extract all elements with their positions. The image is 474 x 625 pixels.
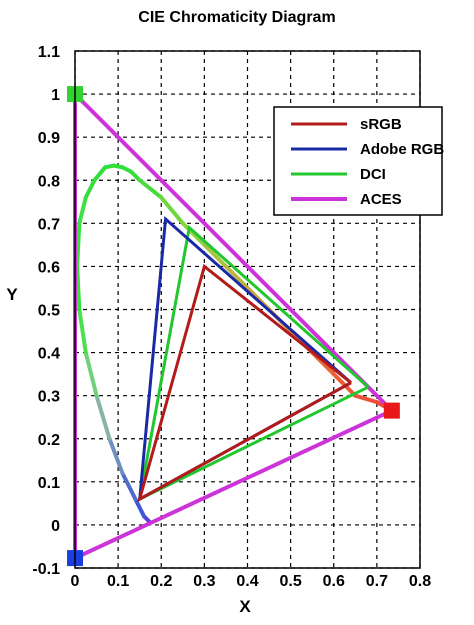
spectral-locus-segment	[129, 169, 142, 183]
y-tick-label: 1.1	[38, 44, 60, 61]
x-tick-label: 0.3	[193, 573, 215, 590]
legend-label: sRGB	[360, 116, 402, 133]
spectral-locus-segment	[83, 350, 99, 398]
x-tick-label: 0.5	[280, 573, 302, 590]
legend-label: ACES	[360, 191, 402, 208]
y-tick-label: 0.1	[38, 475, 60, 492]
spectral-locus-segment	[107, 436, 125, 476]
spectral-locus-segment	[180, 221, 207, 247]
spectral-locus-segment	[77, 307, 88, 355]
y-tick-label: 0	[51, 518, 60, 535]
spectral-locus-segment	[75, 221, 82, 269]
spectral-locus-segment	[159, 195, 185, 226]
x-tick-label: 0.7	[366, 573, 388, 590]
x-tick-label: 0.2	[150, 573, 172, 590]
spectral-locus-segment	[223, 264, 250, 290]
legend-label: Adobe RGB	[360, 141, 444, 158]
y-tick-label: 1	[51, 87, 60, 104]
x-tick-label: 0.4	[236, 573, 258, 590]
spectral-locus-segment	[94, 393, 112, 441]
plot-border	[74, 50, 421, 569]
series-srgb	[137, 263, 352, 503]
series-dci	[137, 224, 370, 502]
x-tick-label: 0	[71, 573, 80, 590]
y-tick-label: 0.2	[38, 432, 60, 449]
y-tick-label: -0.1	[32, 561, 60, 578]
x-tick-labels: 0 0.1 0.2 0.3 0.4 0.5 0.6 0.7 0.8	[71, 573, 432, 590]
spectral-locus-segment	[77, 195, 88, 226]
spectral-locus-segment	[202, 242, 228, 269]
chart-title: CIE Chromaticity Diagram	[138, 9, 335, 26]
y-axis-label: Y	[6, 285, 18, 304]
legend: sRGB Adobe RGB DCI ACES	[273, 106, 444, 216]
y-tick-label: 0.9	[38, 130, 60, 147]
spectral-locus-segment	[133, 497, 146, 519]
spectral-locus-segment	[92, 165, 108, 183]
x-tick-label: 0.8	[409, 573, 431, 590]
spectral-locus-segment	[75, 264, 82, 312]
x-tick-label: 0.1	[107, 573, 129, 590]
y-tick-label: 0.8	[38, 173, 60, 190]
y-tick-label: 0.7	[38, 216, 60, 233]
spectral-locus-segment	[120, 471, 138, 502]
spectral-locus-segment	[137, 178, 164, 200]
spectral-locus	[75, 163, 394, 525]
spectral-locus-segment	[353, 393, 379, 405]
y-tick-label: 0.3	[38, 389, 60, 406]
primary-marker	[383, 402, 400, 419]
y-tick-labels: 1.1 1 0.9 0.8 0.7 0.6 0.5 0.4 0.3 0.2 0.1 0 -0.1	[32, 44, 60, 578]
y-tick-label: 0.4	[38, 346, 60, 363]
legend-label: DCI	[360, 166, 386, 183]
spectral-locus-segment	[83, 178, 97, 200]
y-tick-label: 0.5	[38, 303, 60, 320]
x-axis-label: X	[239, 597, 251, 616]
y-tick-label: 0.6	[38, 259, 60, 276]
x-tick-label: 0.6	[323, 573, 345, 590]
